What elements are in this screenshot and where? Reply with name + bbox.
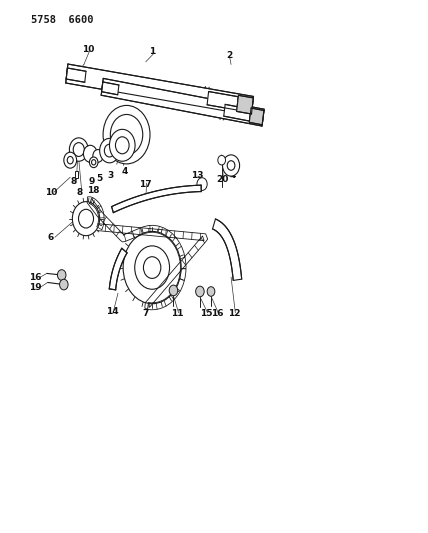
Polygon shape — [207, 92, 238, 110]
Text: 18: 18 — [87, 186, 100, 195]
Circle shape — [59, 279, 68, 290]
Text: 6: 6 — [48, 233, 54, 242]
Text: 16: 16 — [30, 273, 42, 281]
Circle shape — [100, 139, 119, 163]
Polygon shape — [75, 171, 78, 177]
Circle shape — [110, 130, 135, 161]
Circle shape — [93, 150, 103, 163]
Text: 20: 20 — [216, 175, 229, 184]
Ellipse shape — [144, 260, 165, 280]
Text: 3: 3 — [107, 171, 114, 180]
Text: 2: 2 — [226, 52, 232, 60]
Text: 7: 7 — [143, 309, 149, 318]
Circle shape — [135, 246, 169, 289]
Polygon shape — [213, 219, 242, 280]
Circle shape — [67, 157, 73, 164]
Circle shape — [69, 138, 88, 161]
Text: 16: 16 — [211, 309, 224, 318]
Circle shape — [78, 209, 94, 228]
Circle shape — [143, 257, 161, 278]
Polygon shape — [101, 82, 119, 95]
Polygon shape — [101, 78, 264, 126]
Circle shape — [116, 137, 129, 154]
Text: 10: 10 — [45, 188, 57, 197]
Polygon shape — [109, 248, 127, 290]
Circle shape — [72, 201, 100, 236]
Circle shape — [196, 286, 204, 297]
Circle shape — [223, 155, 240, 176]
Circle shape — [92, 160, 96, 165]
Polygon shape — [66, 64, 253, 116]
Circle shape — [73, 143, 84, 157]
Circle shape — [207, 287, 215, 296]
Text: 9: 9 — [88, 177, 95, 186]
Text: 8: 8 — [71, 177, 77, 186]
Text: 15: 15 — [200, 309, 213, 318]
Text: 5: 5 — [97, 174, 103, 183]
Circle shape — [218, 156, 226, 165]
Circle shape — [103, 106, 150, 164]
Polygon shape — [224, 104, 251, 121]
Polygon shape — [237, 95, 253, 114]
Text: 17: 17 — [140, 180, 152, 189]
Text: 4: 4 — [121, 167, 128, 176]
Polygon shape — [250, 108, 264, 125]
Polygon shape — [112, 185, 201, 213]
Text: 4: 4 — [230, 171, 236, 180]
Text: 5758  6600: 5758 6600 — [30, 15, 93, 25]
Text: 8: 8 — [77, 188, 83, 197]
Ellipse shape — [137, 254, 171, 286]
Circle shape — [197, 177, 207, 190]
Circle shape — [123, 231, 181, 304]
Circle shape — [110, 115, 143, 155]
Text: 12: 12 — [228, 309, 241, 318]
Text: 13: 13 — [191, 171, 203, 180]
Circle shape — [89, 157, 98, 167]
Circle shape — [57, 270, 66, 280]
Text: 11: 11 — [172, 309, 184, 318]
Circle shape — [64, 152, 77, 168]
Text: 10: 10 — [82, 45, 94, 54]
Text: 1: 1 — [149, 47, 155, 56]
Circle shape — [227, 161, 235, 170]
Circle shape — [169, 285, 178, 296]
Circle shape — [104, 144, 115, 157]
Text: 14: 14 — [106, 306, 119, 316]
Text: 19: 19 — [30, 283, 42, 292]
Circle shape — [83, 146, 97, 163]
Polygon shape — [66, 68, 86, 82]
